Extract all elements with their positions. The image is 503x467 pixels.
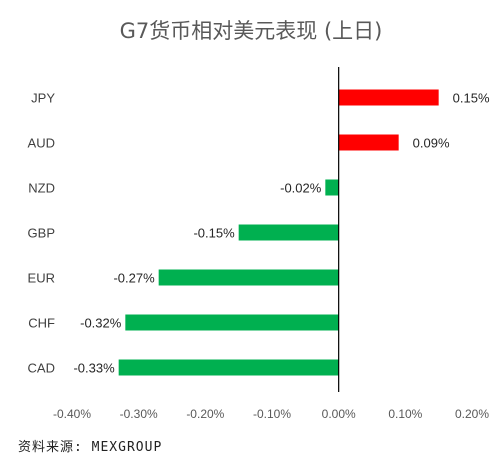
category-label-nzd: NZD — [28, 181, 55, 196]
bar-jpy — [338, 89, 439, 106]
category-label-cad: CAD — [28, 361, 55, 376]
category-label-gbp: GBP — [28, 226, 55, 241]
bar-cad — [118, 359, 339, 376]
x-tick-label: 0.20% — [455, 407, 489, 421]
category-label-eur: EUR — [28, 271, 55, 286]
chart-title: G7货币相对美元表现 (上日) — [120, 19, 383, 43]
labels-layer: JPY 0.15% AUD 0.09% NZD -0.02% GBP -0.15% EUR -0.… — [28, 91, 490, 376]
value-label-eur: -0.27% — [113, 271, 155, 286]
bar-aud — [338, 134, 399, 151]
bar-gbp — [238, 224, 339, 241]
source-note: 资料来源: MEXGROUP — [18, 440, 163, 455]
value-label-gbp: -0.15% — [193, 226, 235, 241]
bar-nzd — [325, 179, 339, 196]
category-label-aud: AUD — [28, 136, 55, 151]
value-label-nzd: -0.02% — [280, 181, 322, 196]
value-label-chf: -0.32% — [80, 316, 122, 331]
x-tick-label: -0.40% — [53, 407, 91, 421]
bar-eur — [158, 269, 339, 286]
x-tick-label: -0.10% — [253, 407, 291, 421]
value-label-cad: -0.33% — [73, 361, 115, 376]
value-label-aud: 0.09% — [413, 136, 450, 151]
category-label-chf: CHF — [28, 316, 55, 331]
x-tick-label: -0.20% — [186, 407, 224, 421]
x-tick-label: 0.10% — [388, 407, 422, 421]
bars-layer — [118, 89, 439, 376]
x-tick-label: 0.00% — [322, 407, 356, 421]
value-label-jpy: 0.15% — [453, 91, 490, 106]
axis-layer: -0.40% -0.30% -0.20% -0.10% 0.00% 0.10% 0.20% — [53, 67, 489, 421]
bar-chf — [125, 314, 339, 331]
category-label-jpy: JPY — [31, 91, 55, 106]
x-tick-label: -0.30% — [120, 407, 158, 421]
